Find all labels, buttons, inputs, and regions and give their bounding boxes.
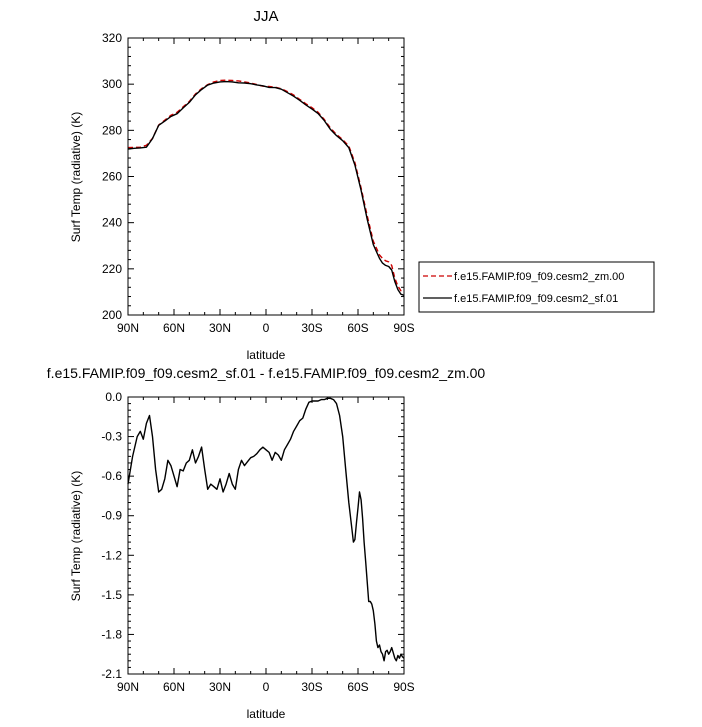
- top-x-tick-label: 90S: [393, 321, 414, 335]
- bottom-y-tick-label: -0.3: [101, 430, 122, 444]
- bottom-x-tick-label: 90S: [393, 680, 414, 694]
- bottom-y-axis-label: Surf Temp (radiative) (K): [69, 471, 83, 601]
- top-ticks: 90N 60N 30N 0 30S 60S 90S 200 220 240 260 280 300 320: [102, 31, 415, 335]
- bottom-series-lines: [127, 397, 405, 662]
- legend-box: [418, 261, 655, 313]
- legend: f.e15.FAMIP.f09_f09.cesm2_zm.00 f.e15.FA…: [418, 261, 655, 313]
- top-y-tick-label: 320: [102, 31, 122, 45]
- bottom-panel: f.e15.FAMIP.f09_f09.cesm2_sf.01 - f.e15.…: [47, 365, 486, 721]
- top-y-axis-label: Surf Temp (radiative) (K): [69, 112, 83, 242]
- top-y-tick-label: 220: [102, 262, 122, 276]
- bottom-plot-frame: [127, 396, 405, 675]
- top-y-tick-label: 300: [102, 77, 122, 91]
- top-x-tick-label: 0: [263, 321, 270, 335]
- top-y-tick-label: 260: [102, 170, 122, 184]
- bottom-x-tick-label: 90N: [117, 680, 139, 694]
- bottom-panel-title: f.e15.FAMIP.f09_f09.cesm2_sf.01 - f.e15.…: [47, 365, 486, 381]
- bottom-y-tick-label: 0.0: [105, 390, 122, 404]
- top-plot-frame: [127, 37, 405, 316]
- bottom-x-tick-label: 60S: [347, 680, 368, 694]
- bottom-x-tick-label: 0: [263, 680, 270, 694]
- bottom-ticks: 90N 60N 30N 0 30S 60S 90S -2.1 -1.8 -1.5 -1.2 -0.9 -…: [101, 390, 414, 694]
- top-series-lines: [127, 79, 405, 297]
- bottom-x-axis-label: latitude: [247, 707, 286, 721]
- bottom-series-line-0: [127, 397, 405, 662]
- top-x-tick-label: 60N: [163, 321, 185, 335]
- top-x-tick-label: 30N: [209, 321, 231, 335]
- bottom-x-tick-label: 60N: [163, 680, 185, 694]
- top-y-tick-label: 280: [102, 123, 122, 137]
- bottom-y-tick-label: -1.2: [101, 548, 122, 562]
- top-x-tick-label: 60S: [347, 321, 368, 335]
- bottom-x-tick-label: 30N: [209, 680, 231, 694]
- top-x-tick-label: 30S: [301, 321, 322, 335]
- top-x-axis-label: latitude: [247, 348, 286, 362]
- top-series-line-0: [127, 79, 405, 294]
- bottom-y-tick-label: -0.9: [101, 509, 122, 523]
- bottom-y-tick-label: -0.6: [101, 469, 122, 483]
- bottom-y-tick-label: -2.1: [101, 667, 122, 681]
- top-panel-title: JJA: [253, 8, 278, 25]
- top-y-tick-label: 240: [102, 216, 122, 230]
- bottom-x-tick-label: 30S: [301, 680, 322, 694]
- top-panel: JJA 90N 60N 30N 0 30S 60S 90S 200 220 240 260 280 30…: [69, 8, 415, 362]
- top-x-tick-label: 90N: [117, 321, 139, 335]
- legend-label-sf01: f.e15.FAMIP.f09_f09.cesm2_sf.01: [454, 293, 618, 305]
- top-y-tick-label: 200: [102, 308, 122, 322]
- legend-label-zm00: f.e15.FAMIP.f09_f09.cesm2_zm.00: [454, 271, 624, 283]
- bottom-y-tick-label: -1.5: [101, 588, 122, 602]
- top-series-line-1: [127, 80, 405, 297]
- bottom-y-tick-label: -1.8: [101, 627, 122, 641]
